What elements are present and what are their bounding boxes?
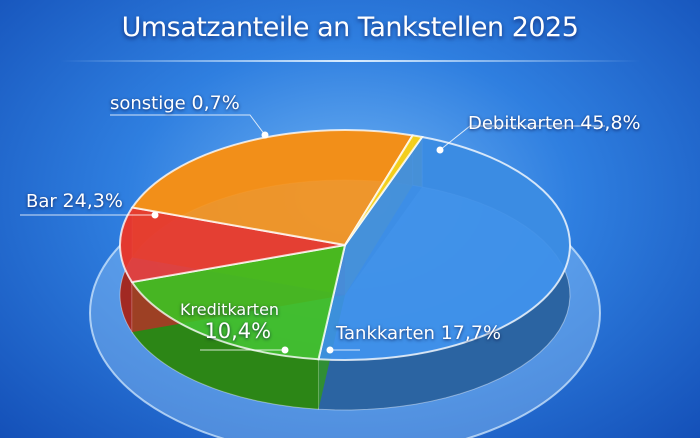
leader-line xyxy=(110,114,266,136)
label-debitkarten-value: 45,8% xyxy=(580,112,641,134)
slice-sonstige xyxy=(344,134,424,246)
label-sonstige-name: sonstige xyxy=(110,93,186,114)
slice-debitkarten xyxy=(317,135,571,361)
label-tankkarten: Tankkarten 17,7% xyxy=(336,322,501,344)
label-kreditkarten: Kreditkarten 10,4% xyxy=(180,300,279,343)
leader-dot xyxy=(261,131,269,139)
label-bar: Bar 24,3% xyxy=(26,190,123,212)
label-bar-value: 24,3% xyxy=(62,190,123,212)
slice-bar xyxy=(130,129,415,247)
label-tankkarten-name: Tankkarten xyxy=(336,323,435,344)
leader-line xyxy=(439,125,605,151)
label-kreditkarten-value: 10,4% xyxy=(204,319,272,343)
label-sonstige: sonstige 0,7% xyxy=(110,92,240,114)
slice-kreditkarten xyxy=(119,206,346,284)
leader-dot xyxy=(151,211,159,219)
leader-dot xyxy=(281,346,289,354)
label-kreditkarten-name: Kreditkarten xyxy=(180,300,280,319)
title-underline xyxy=(60,60,640,62)
chart-title: Umsatzanteile an Tankstellen 2025 xyxy=(121,12,579,43)
label-sonstige-value: 0,7% xyxy=(191,92,240,114)
label-tankkarten-value: 17,7% xyxy=(440,322,502,344)
leader-dot xyxy=(326,346,334,354)
label-bar-name: Bar xyxy=(26,191,57,212)
label-debitkarten: Debitkarten 45,8% xyxy=(468,112,641,134)
leader-dot xyxy=(436,146,444,154)
label-debitkarten-name: Debitkarten xyxy=(468,113,575,134)
